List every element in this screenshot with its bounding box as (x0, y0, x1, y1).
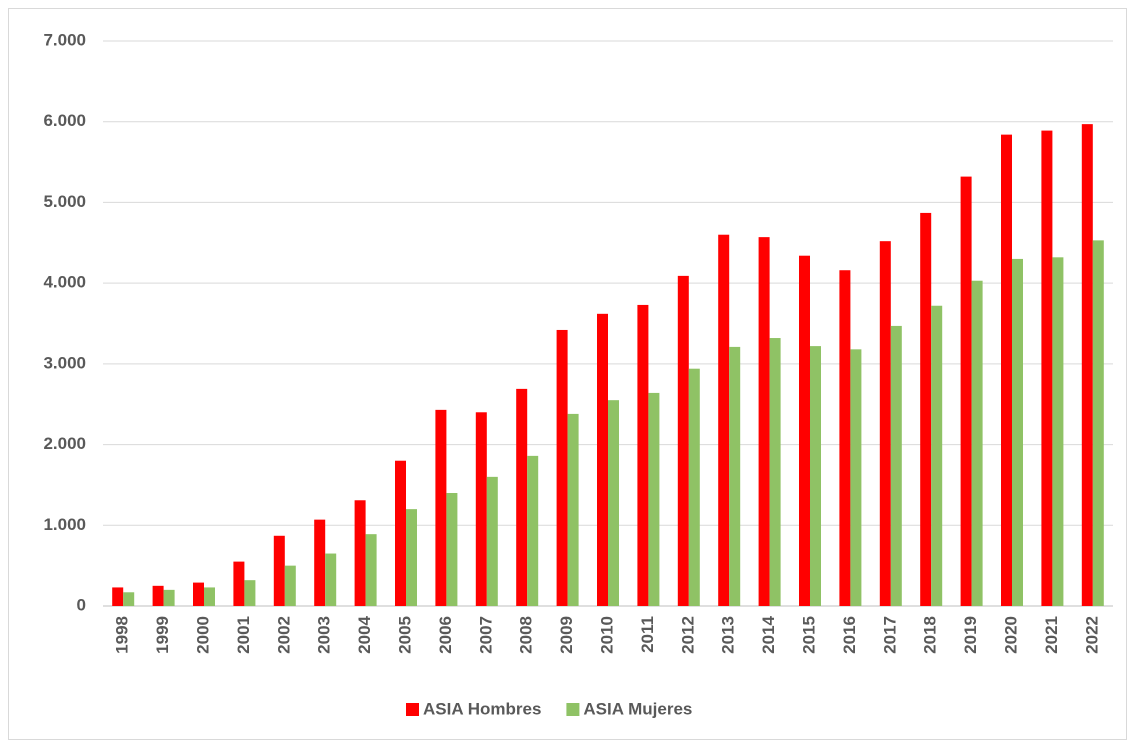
bar (435, 409, 447, 606)
bar (839, 270, 851, 606)
bar (688, 368, 700, 606)
bar (729, 346, 741, 606)
bar (516, 388, 528, 606)
x-tick-label: 2008 (517, 616, 536, 654)
x-tick-label: 2010 (597, 616, 616, 654)
bar (123, 592, 135, 606)
bar (486, 476, 498, 606)
bar (273, 535, 285, 606)
bar (244, 580, 256, 606)
x-tick-label: 2016 (840, 616, 859, 654)
bar (799, 255, 810, 606)
y-tick-label: 3.000 (43, 353, 86, 372)
bar (648, 392, 660, 606)
legend-label: ASIA Mujeres (583, 699, 692, 718)
bar (556, 329, 568, 606)
x-tick-label: 2000 (193, 616, 212, 654)
x-tick-label: 2009 (557, 616, 576, 654)
x-tick-label: 2021 (1042, 616, 1061, 654)
x-tick-label: 2002 (274, 616, 293, 654)
x-tick-label: 2020 (1001, 616, 1020, 654)
bar (152, 585, 164, 606)
bar (1081, 124, 1093, 606)
legend-swatch (566, 703, 580, 716)
y-tick-label: 4.000 (43, 273, 86, 292)
y-tick-label: 7.000 (43, 30, 86, 49)
bar (567, 413, 579, 606)
bar (406, 509, 417, 606)
bar (233, 561, 245, 606)
bar (354, 500, 366, 606)
bar (758, 237, 770, 606)
bar (1041, 130, 1053, 607)
bar (204, 587, 215, 606)
bar (718, 234, 730, 606)
bar (637, 304, 649, 606)
bar (1001, 134, 1012, 606)
bar (1092, 240, 1104, 606)
bar (314, 519, 326, 606)
x-tick-label: 1998 (113, 616, 132, 654)
bar (971, 280, 983, 606)
bar (677, 275, 689, 606)
y-tick-label: 5.000 (43, 192, 86, 211)
x-tick-label: 2014 (759, 615, 778, 653)
bar (284, 565, 296, 606)
bar (879, 241, 891, 606)
bar (890, 325, 902, 606)
bar (365, 534, 377, 606)
legend-label: ASIA Hombres (423, 699, 541, 718)
bar (1012, 258, 1023, 606)
x-tick-label: 1999 (153, 616, 172, 654)
x-tick-label: 2013 (719, 616, 738, 654)
bar (527, 455, 539, 606)
bar (112, 587, 124, 606)
y-tick-label: 2.000 (43, 434, 86, 453)
y-tick-label: 1.000 (43, 515, 86, 534)
x-tick-label: 2004 (355, 615, 374, 653)
x-tick-label: 2022 (1082, 616, 1101, 654)
x-tick-label: 2012 (678, 616, 697, 654)
legend-swatch (406, 703, 419, 716)
bar (850, 349, 862, 606)
x-tick-label: 2005 (395, 616, 414, 654)
bar (960, 176, 972, 606)
bar (1052, 257, 1064, 606)
x-tick-label: 2015 (799, 616, 818, 654)
bar (931, 305, 943, 606)
bar (163, 589, 175, 606)
bar (769, 338, 781, 606)
bar (325, 553, 337, 606)
bar (446, 493, 458, 606)
bar (608, 400, 619, 606)
x-tick-label: 2007 (476, 616, 495, 654)
bar (597, 313, 608, 606)
bar (395, 460, 406, 606)
x-tick-label: 2018 (921, 616, 940, 654)
x-tick-label: 2017 (880, 616, 899, 654)
y-tick-label: 0 (77, 595, 86, 614)
x-tick-label: 2003 (315, 616, 334, 654)
bar (810, 346, 821, 606)
bar (920, 212, 932, 606)
bar (193, 582, 204, 606)
x-tick-label: 2001 (234, 616, 253, 654)
x-tick-label: 2011 (638, 616, 657, 653)
x-tick-label: 2019 (961, 616, 980, 654)
y-tick-label: 6.000 (43, 111, 86, 130)
x-tick-label: 2006 (436, 616, 455, 654)
bar (475, 412, 487, 606)
